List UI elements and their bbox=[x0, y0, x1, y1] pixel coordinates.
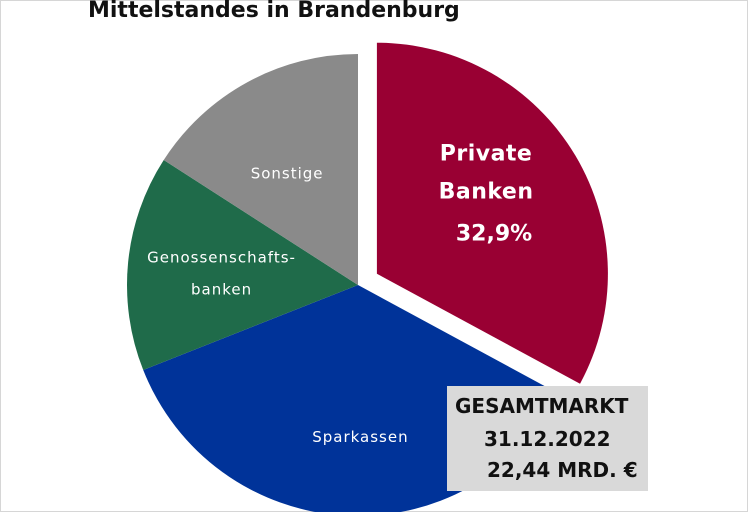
slice-value-label: 32,9% bbox=[456, 222, 532, 247]
slice-label-group: Sparkassen bbox=[312, 428, 408, 446]
info-box-title: GESAMTMARKT bbox=[455, 394, 629, 418]
pie-slice-sonstige bbox=[163, 54, 358, 285]
slice-label: Genossenschafts- bbox=[147, 249, 296, 267]
slice-label-group: Sonstige bbox=[251, 164, 324, 182]
chart-title: Mittelstandes in Brandenburg bbox=[88, 0, 460, 23]
slice-label-group: Genossenschafts-banken bbox=[147, 249, 296, 299]
slice-label: banken bbox=[191, 281, 252, 299]
slice-label: Sparkassen bbox=[312, 428, 408, 446]
market-info-box: GESAMTMARKT 31.12.2022 22,44 MRD. € bbox=[447, 386, 648, 491]
info-box-date: 31.12.2022 bbox=[484, 427, 611, 451]
slice-label: Private bbox=[440, 142, 533, 167]
pie-slice-genossenschaftsbanken bbox=[127, 160, 359, 371]
info-box-total: 22,44 MRD. € bbox=[487, 458, 638, 482]
slice-label-group: Private Banken 32,9% bbox=[439, 142, 534, 247]
slice-label: Sonstige bbox=[251, 164, 324, 182]
slice-label: Banken bbox=[439, 180, 534, 205]
pie-slice-private-banken bbox=[376, 42, 608, 384]
